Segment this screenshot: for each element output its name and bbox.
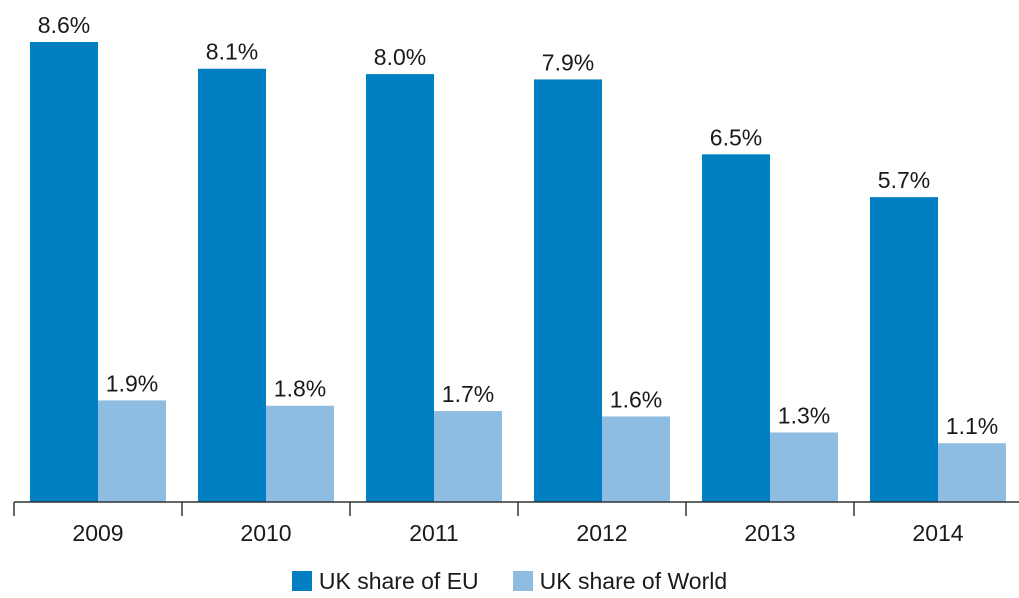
data-label-eu-2014: 5.7%: [878, 167, 930, 193]
x-tick-label-2011: 2011: [409, 520, 458, 546]
x-tick-label-2013: 2013: [744, 520, 795, 546]
legend-swatch-world: [512, 571, 533, 591]
data-label-world-2013: 1.3%: [778, 402, 830, 428]
bar-eu-2013: [702, 154, 770, 503]
legend-swatch-eu: [291, 571, 312, 591]
x-tick-label-2014: 2014: [912, 520, 963, 546]
bar-eu-2011: [366, 74, 434, 503]
bar-eu-2012: [534, 79, 602, 502]
bar-world-2011: [434, 411, 502, 502]
bar-world-2010: [266, 405, 334, 502]
x-tick-label-2010: 2010: [240, 520, 291, 546]
data-label-eu-2010: 8.1%: [206, 39, 258, 65]
bar-world-2009: [98, 400, 166, 502]
bar-world-2012: [602, 416, 670, 502]
bar-eu-2009: [30, 42, 98, 502]
x-tick-label-2012: 2012: [576, 520, 627, 546]
data-label-eu-2011: 8.0%: [374, 44, 426, 70]
bar-world-2013: [770, 432, 838, 502]
legend-item-eu: UK share of EU: [291, 568, 479, 594]
legend-label-world: UK share of World: [539, 568, 728, 594]
legend-label-eu: UK share of EU: [318, 568, 479, 594]
x-tick-label-2009: 2009: [72, 520, 123, 546]
bar-eu-2014: [870, 197, 938, 502]
legend: UK share of EU UK share of World: [0, 568, 1019, 594]
bar-chart-plot: 8.6% 1.9% 8.1% 1.8% 8.0% 1.7% 7.9% 1.6% 6.5% 1.3%…: [13, 12, 1019, 546]
bar-world-2014: [938, 443, 1006, 502]
bar-eu-2010: [198, 68, 266, 502]
data-label-world-2011: 1.7%: [442, 381, 494, 407]
data-label-eu-2012: 7.9%: [542, 49, 594, 75]
data-label-eu-2009: 8.6%: [38, 12, 90, 38]
data-label-world-2014: 1.1%: [946, 413, 998, 439]
data-label-world-2009: 1.9%: [106, 370, 158, 396]
data-label-world-2010: 1.8%: [274, 376, 326, 402]
legend-item-world: UK share of World: [512, 568, 728, 594]
data-label-world-2012: 1.6%: [610, 386, 662, 412]
data-label-eu-2013: 6.5%: [710, 124, 762, 150]
